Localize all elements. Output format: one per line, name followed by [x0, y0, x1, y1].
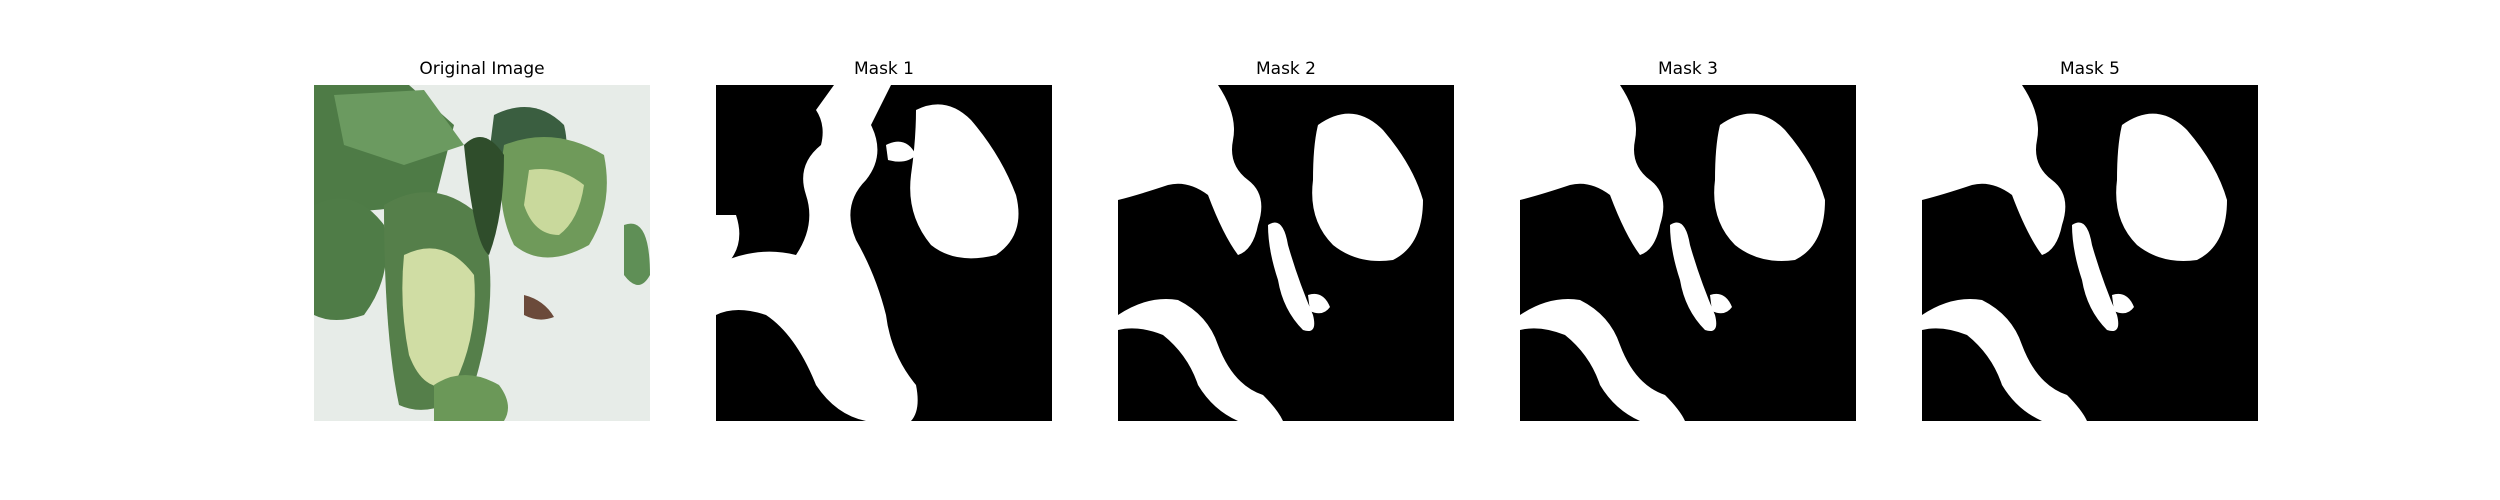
mask-2-image	[1118, 85, 1454, 421]
panel-mask-1: Mask 1	[716, 0, 1052, 500]
mask-3-image	[1520, 85, 1856, 421]
original-image	[314, 85, 650, 421]
panel-title: Mask 5	[2059, 59, 2120, 79]
mask-5-image	[1922, 85, 2258, 421]
panel-mask-5: Mask 5	[1922, 0, 2258, 500]
panel-title: Original Image	[419, 59, 545, 79]
mask-3	[1520, 85, 1856, 421]
mask-2	[1118, 85, 1454, 421]
mask-1	[716, 85, 1052, 421]
mask-1-image	[716, 85, 1052, 421]
plant-photo	[314, 85, 650, 421]
panel-title: Mask 3	[1657, 59, 1718, 79]
panel-original-image: Original Image	[314, 0, 650, 500]
mask-5	[1922, 85, 2258, 421]
panel-mask-3: Mask 3	[1520, 0, 1856, 500]
panel-mask-2: Mask 2	[1118, 0, 1454, 500]
panel-title: Mask 1	[853, 59, 914, 79]
panel-title: Mask 2	[1255, 59, 1316, 79]
